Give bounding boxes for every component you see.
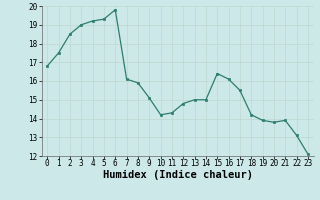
X-axis label: Humidex (Indice chaleur): Humidex (Indice chaleur) <box>103 170 252 180</box>
